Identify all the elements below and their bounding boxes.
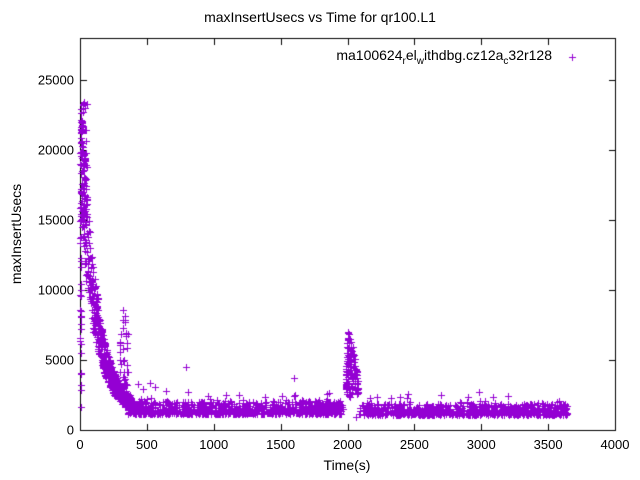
- y-tick-label: 25000: [37, 72, 74, 88]
- y-tick-label: 10000: [37, 282, 74, 298]
- x-axis-label: Time(s): [323, 457, 371, 473]
- legend-label-text: ma100624: [336, 47, 403, 64]
- x-tick-label: 1500: [266, 437, 296, 452]
- y-tick-label: 0: [66, 422, 74, 438]
- x-tick-label: 3000: [466, 437, 496, 452]
- x-tick-label: 0: [76, 437, 84, 452]
- x-tick-label: 4000: [600, 437, 630, 452]
- x-tick-label: 2000: [333, 437, 362, 452]
- chart-title: maxInsertUsecs vs Time for qr100.L1: [204, 9, 436, 25]
- y-axis-label: maxInsertUsecs: [8, 183, 24, 285]
- legend-series-label: ma100624relwithdbg.cz12ac32r128: [336, 47, 552, 67]
- legend-label-subscript: w: [416, 55, 424, 67]
- y-tick-label: 20000: [37, 142, 74, 158]
- x-tick-label: 500: [136, 437, 158, 452]
- x-tick-label: 3500: [533, 437, 563, 452]
- x-tick-label: 2500: [399, 437, 429, 452]
- legend-label-text: 32r128: [508, 47, 552, 64]
- legend-label-subscript: c: [503, 55, 509, 67]
- y-tick-label: 5000: [45, 352, 74, 368]
- y-tick-label: 15000: [37, 212, 74, 228]
- legend-label-text: el: [405, 47, 417, 64]
- x-tick-label: 1000: [199, 437, 229, 452]
- legend-label-text: ithdbg.cz12a: [424, 47, 504, 64]
- legend-label-subscript: r: [402, 55, 406, 67]
